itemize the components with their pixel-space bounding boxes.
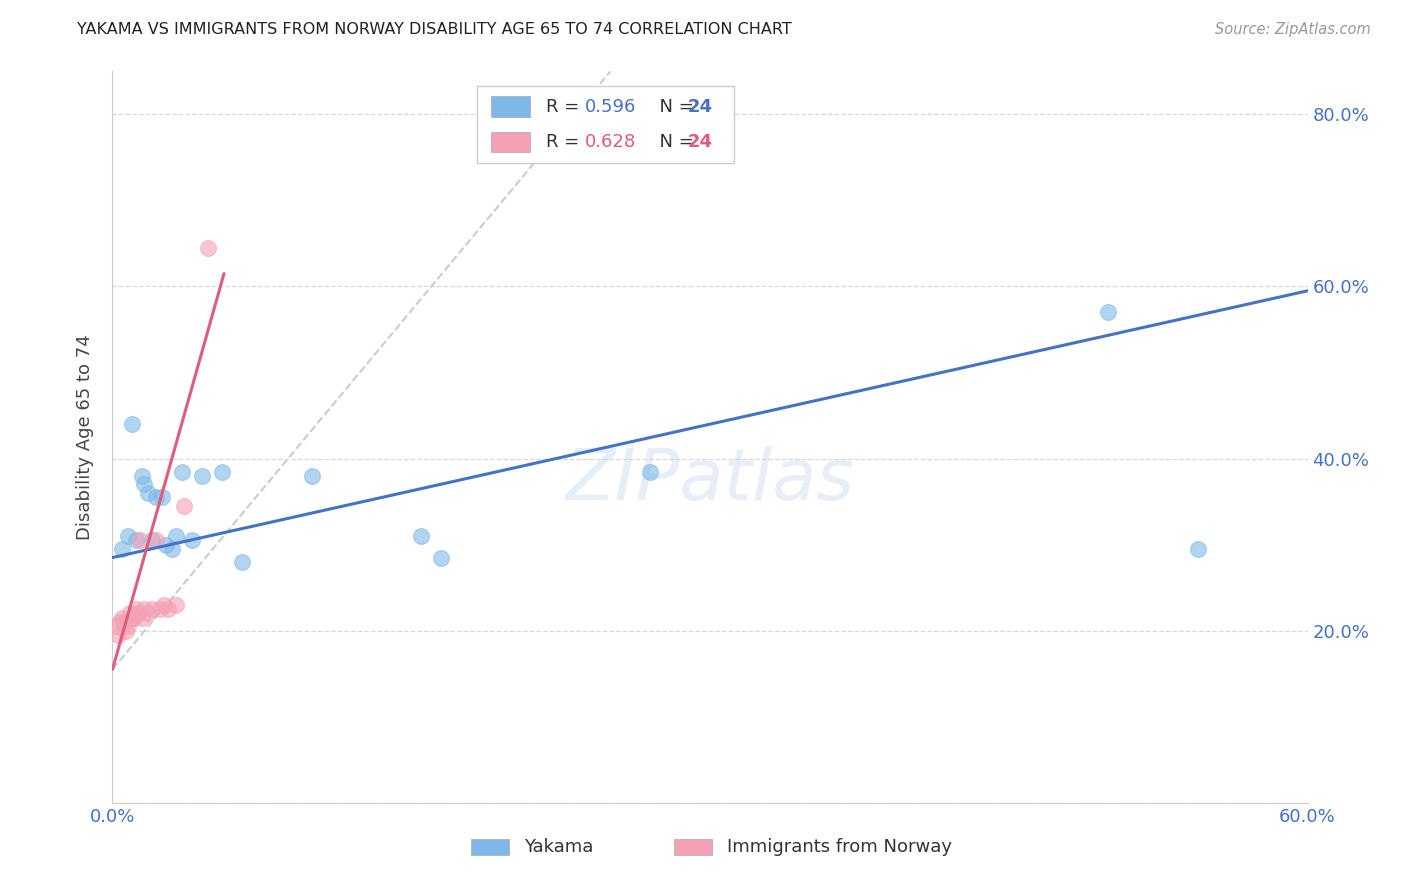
Point (134, 477, 156, 491)
Point (157, 602, 180, 616)
Point (172, 465, 194, 479)
Text: 0.596: 0.596 (585, 98, 636, 116)
Text: N =: N = (648, 133, 699, 151)
Text: Yakama: Yakama (523, 838, 593, 855)
Text: Source: ZipAtlas.com: Source: ZipAtlas.com (1215, 22, 1371, 37)
Point (125, 533, 148, 548)
Point (131, 468, 153, 483)
Text: ZIPatlas: ZIPatlas (565, 447, 855, 516)
Text: 24: 24 (688, 98, 713, 116)
Point (117, 529, 139, 543)
Text: R =: R = (547, 98, 585, 116)
Point (1097, 305, 1119, 319)
Text: YAKAMA VS IMMIGRANTS FROM NORWAY DISABILITY AGE 65 TO 74 CORRELATION CHART: YAKAMA VS IMMIGRANTS FROM NORWAY DISABIL… (77, 22, 792, 37)
Point (131, 611, 153, 625)
Point (124, 611, 146, 625)
Point (155, 538, 177, 552)
Point (150, 491, 173, 505)
Point (115, 624, 138, 638)
Point (640, 465, 662, 479)
Point (231, 555, 253, 569)
Point (145, 491, 167, 505)
Y-axis label: Disability Age 65 to 74: Disability Age 65 to 74 (76, 334, 94, 540)
Point (197, 241, 219, 255)
Point (114, 615, 135, 629)
Point (107, 628, 129, 642)
Point (111, 611, 134, 625)
Point (125, 602, 148, 616)
Point (145, 533, 167, 548)
Point (110, 615, 132, 629)
Point (165, 598, 187, 612)
Point (121, 417, 143, 432)
Bar (491, 96, 530, 117)
Point (211, 465, 233, 479)
Point (129, 533, 152, 548)
Point (120, 607, 142, 621)
Point (127, 607, 149, 621)
Bar (675, 838, 713, 855)
Text: 24: 24 (688, 133, 713, 151)
Point (138, 607, 160, 621)
Text: Immigrants from Norway: Immigrants from Norway (727, 838, 952, 855)
Point (411, 529, 433, 543)
Point (141, 602, 163, 616)
Point (430, 550, 453, 565)
Bar (491, 132, 530, 153)
Text: R =: R = (547, 133, 585, 151)
Point (301, 468, 323, 483)
Point (138, 486, 160, 500)
Point (121, 611, 143, 625)
Point (105, 619, 128, 633)
Point (165, 529, 187, 543)
Point (181, 533, 204, 548)
Point (134, 602, 156, 616)
Bar (471, 838, 509, 855)
Point (191, 468, 214, 483)
Point (1187, 541, 1209, 556)
FancyBboxPatch shape (477, 86, 734, 163)
Point (149, 602, 172, 616)
Point (141, 533, 163, 548)
Text: 0.628: 0.628 (585, 133, 636, 151)
Point (153, 598, 176, 612)
Point (173, 499, 195, 513)
Text: N =: N = (648, 98, 699, 116)
Point (117, 619, 139, 633)
Point (111, 541, 134, 556)
Point (162, 541, 183, 556)
